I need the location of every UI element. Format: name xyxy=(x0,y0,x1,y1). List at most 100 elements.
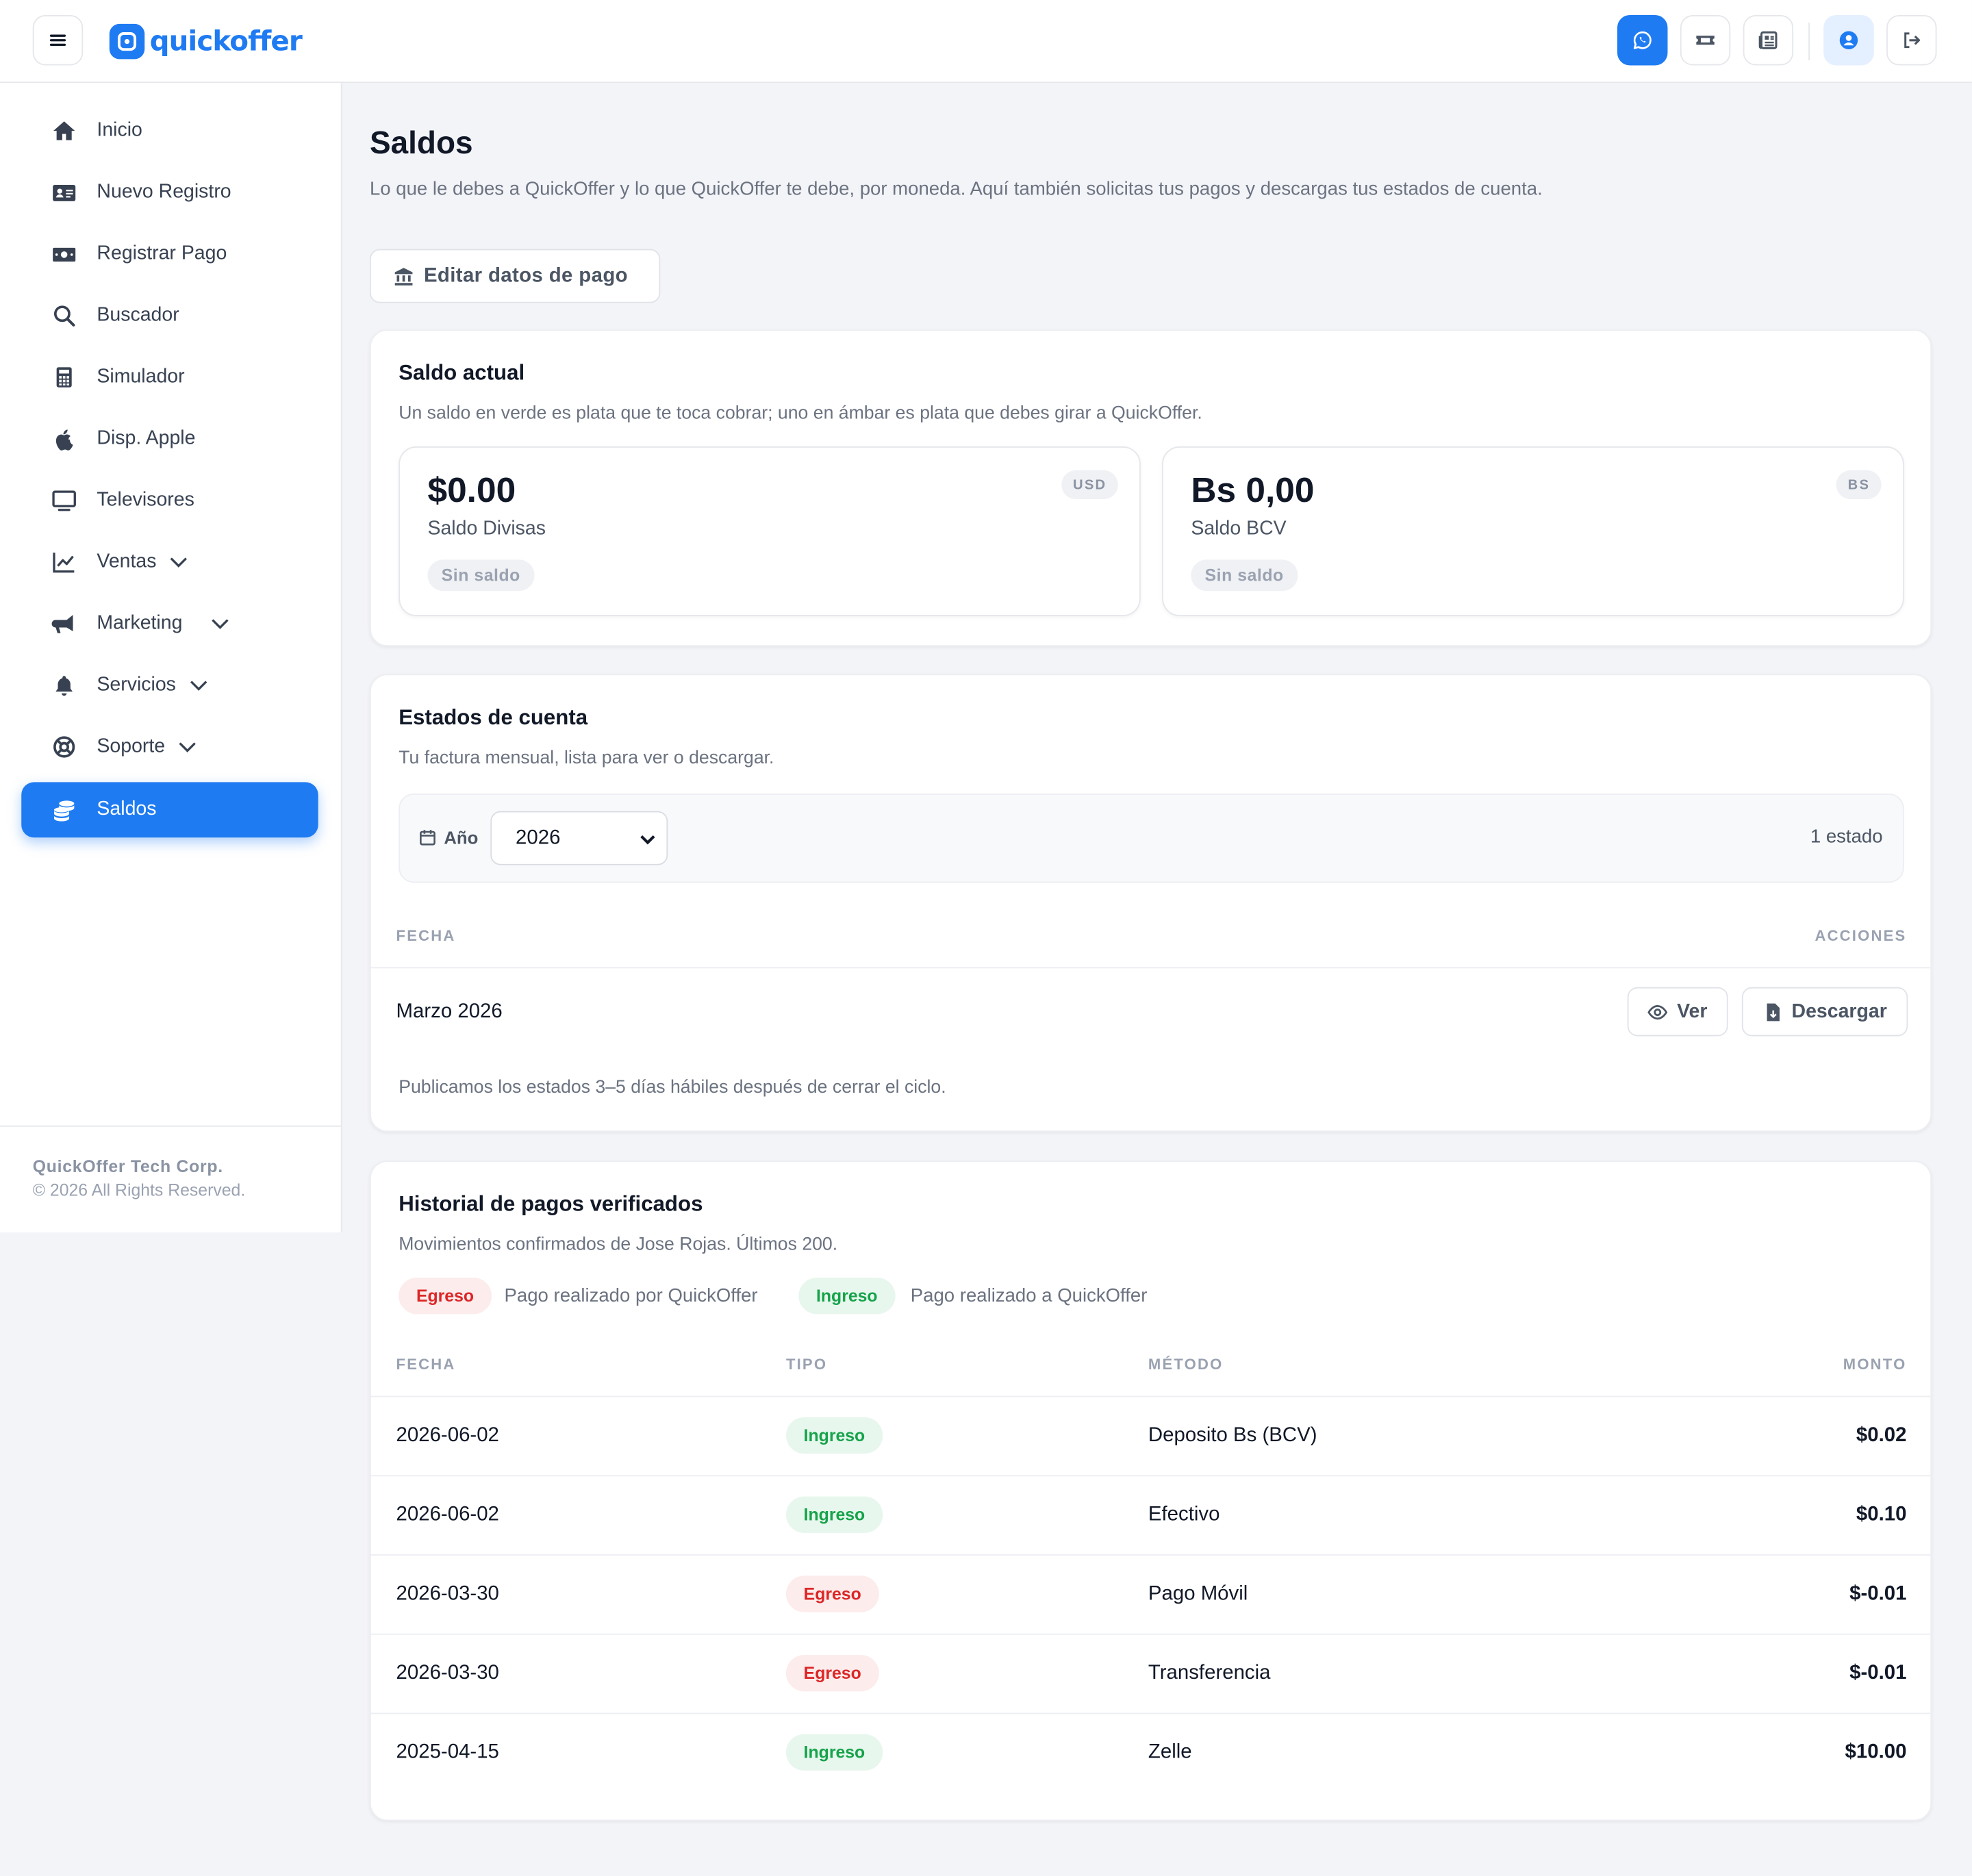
year-select-value: 2026 xyxy=(516,826,561,848)
divider xyxy=(370,1395,1931,1397)
usd-balance-amount: $0.00 xyxy=(427,470,516,509)
year-select[interactable]: 2026 xyxy=(490,811,668,865)
chevron-down-icon[interactable] xyxy=(188,675,208,695)
history-date: 2026-06-02 xyxy=(396,1424,499,1447)
view-statement-button[interactable]: Ver xyxy=(1627,987,1728,1037)
download-label: Descargar xyxy=(1791,1000,1887,1022)
divider xyxy=(370,1712,1931,1714)
bs-balance-tile: Bs 0,00 Saldo BCV Sin saldo BS xyxy=(1162,446,1904,616)
chevron-down-icon xyxy=(639,830,657,854)
apple-icon xyxy=(50,425,77,453)
usd-balance-label: Saldo Divisas xyxy=(427,518,546,540)
history-title: Historial de pagos verificados xyxy=(399,1192,703,1217)
money-bill-icon xyxy=(50,240,77,268)
chevron-down-icon[interactable] xyxy=(210,613,230,633)
divider xyxy=(370,967,1931,969)
legend-egreso-text: Pago realizado por QuickOffer xyxy=(504,1285,758,1307)
statements-note: Publicamos los estados 3–5 días hábiles … xyxy=(399,1078,946,1098)
search-icon xyxy=(50,302,77,329)
sidebar-item-televisores[interactable]: Televisores xyxy=(21,473,318,529)
bs-currency-badge: BS xyxy=(1836,470,1882,500)
sidebar-item-nuevo-registro[interactable]: Nuevo Registro xyxy=(21,165,318,220)
sidebar-item-label: Servicios xyxy=(97,674,176,696)
edit-payment-data-button[interactable]: Editar datos de pago xyxy=(369,249,661,303)
history-type-badge: Ingreso xyxy=(785,1734,883,1771)
sidebar-item-inicio[interactable]: Inicio xyxy=(21,103,318,159)
logo-mark-icon xyxy=(109,23,145,60)
eye-icon xyxy=(1648,1004,1668,1019)
sidebar-item-label: Disp. Apple xyxy=(97,427,196,449)
chart-line-icon xyxy=(50,548,77,576)
download-statement-button[interactable]: Descargar xyxy=(1741,987,1908,1037)
balance-subtitle: Un saldo en verde es plata que te toca c… xyxy=(399,403,1202,424)
history-amount: $-0.01 xyxy=(1849,1662,1907,1684)
file-download-icon xyxy=(1766,1002,1780,1021)
logout-button[interactable] xyxy=(1886,15,1937,66)
tickets-button[interactable] xyxy=(1680,15,1731,66)
news-button[interactable] xyxy=(1743,15,1794,66)
legend-egreso-badge: Egreso xyxy=(399,1278,492,1315)
usd-status-badge: Sin saldo xyxy=(427,559,535,592)
history-method: Transferencia xyxy=(1148,1662,1271,1684)
calendar-icon xyxy=(420,830,435,846)
menu-icon xyxy=(49,34,66,47)
column-header-acciones: ACCIONES xyxy=(1815,926,1907,945)
sidebar-item-label: Simulador xyxy=(97,366,185,388)
balance-card: Saldo actual Un saldo en verde es plata … xyxy=(369,329,1932,647)
view-label: Ver xyxy=(1677,1000,1708,1022)
coins-icon xyxy=(50,796,77,824)
bs-status-badge: Sin saldo xyxy=(1191,559,1298,592)
sidebar-item-label: Inicio xyxy=(97,119,142,141)
ticket-icon xyxy=(1696,36,1715,45)
divider xyxy=(370,1633,1931,1635)
divider xyxy=(370,1475,1931,1477)
chevron-down-icon[interactable] xyxy=(178,737,198,757)
history-subtitle: Movimientos confirmados de Jose Rojas. Ú… xyxy=(399,1234,838,1256)
history-date: 2026-06-02 xyxy=(396,1504,499,1525)
sidebar: Inicio Nuevo Registro Registrar Pago Bus… xyxy=(0,83,342,1232)
whatsapp-button[interactable] xyxy=(1617,15,1668,66)
column-header-fecha: FECHA xyxy=(396,926,456,945)
payment-history-card: Historial de pagos verificados Movimient… xyxy=(369,1161,1932,1821)
sidebar-item-buscador[interactable]: Buscador xyxy=(21,288,318,344)
statements-count: 1 estado xyxy=(1810,826,1883,848)
chevron-down-icon[interactable] xyxy=(169,552,189,572)
sidebar-footer: QuickOffer Tech Corp. © 2026 All Rights … xyxy=(0,1125,341,1200)
megaphone-icon xyxy=(50,610,77,637)
bs-balance-amount: Bs 0,00 xyxy=(1191,470,1315,509)
history-amount: $-0.01 xyxy=(1849,1583,1907,1605)
sidebar-item-label: Registrar Pago xyxy=(97,242,227,264)
sidebar-item-registrar-pago[interactable]: Registrar Pago xyxy=(21,227,318,282)
header-divider xyxy=(1808,23,1810,61)
history-method: Pago Móvil xyxy=(1148,1583,1248,1605)
menu-toggle-button[interactable] xyxy=(32,15,84,66)
edit-payment-data-label: Editar datos de pago xyxy=(423,264,628,286)
sidebar-item-simulador[interactable]: Simulador xyxy=(21,350,318,405)
sidebar-item-servicios[interactable]: Servicios xyxy=(21,658,318,713)
whatsapp-icon xyxy=(1633,31,1652,49)
lifebuoy-icon xyxy=(50,733,77,761)
history-type-badge: Ingreso xyxy=(785,1496,883,1533)
sidebar-item-label: Buscador xyxy=(97,304,179,326)
history-amount: $0.10 xyxy=(1856,1504,1907,1525)
history-method: Zelle xyxy=(1148,1741,1192,1764)
newspaper-icon xyxy=(1758,31,1778,49)
column-header-tipo: TIPO xyxy=(785,1355,828,1373)
page-title: Saldos xyxy=(369,125,473,162)
logout-icon xyxy=(1904,32,1921,49)
sidebar-item-disp-apple[interactable]: Disp. Apple xyxy=(21,411,318,467)
sidebar-item-soporte[interactable]: Soporte xyxy=(21,720,318,775)
sidebar-item-saldos[interactable]: Saldos xyxy=(21,782,318,838)
brand-logo[interactable]: quickoffer xyxy=(109,23,303,60)
profile-button[interactable] xyxy=(1823,15,1874,66)
sidebar-item-ventas[interactable]: Ventas xyxy=(21,535,318,590)
usd-currency-badge: USD xyxy=(1061,470,1118,500)
history-method: Efectivo xyxy=(1148,1504,1220,1525)
history-type-badge: Egreso xyxy=(785,1575,879,1612)
sidebar-item-marketing[interactable]: Marketing xyxy=(21,596,318,652)
sidebar-item-label: Ventas xyxy=(97,550,157,572)
history-date: 2025-04-15 xyxy=(396,1741,499,1764)
column-header-fecha: FECHA xyxy=(396,1355,456,1373)
history-amount: $10.00 xyxy=(1845,1741,1907,1764)
